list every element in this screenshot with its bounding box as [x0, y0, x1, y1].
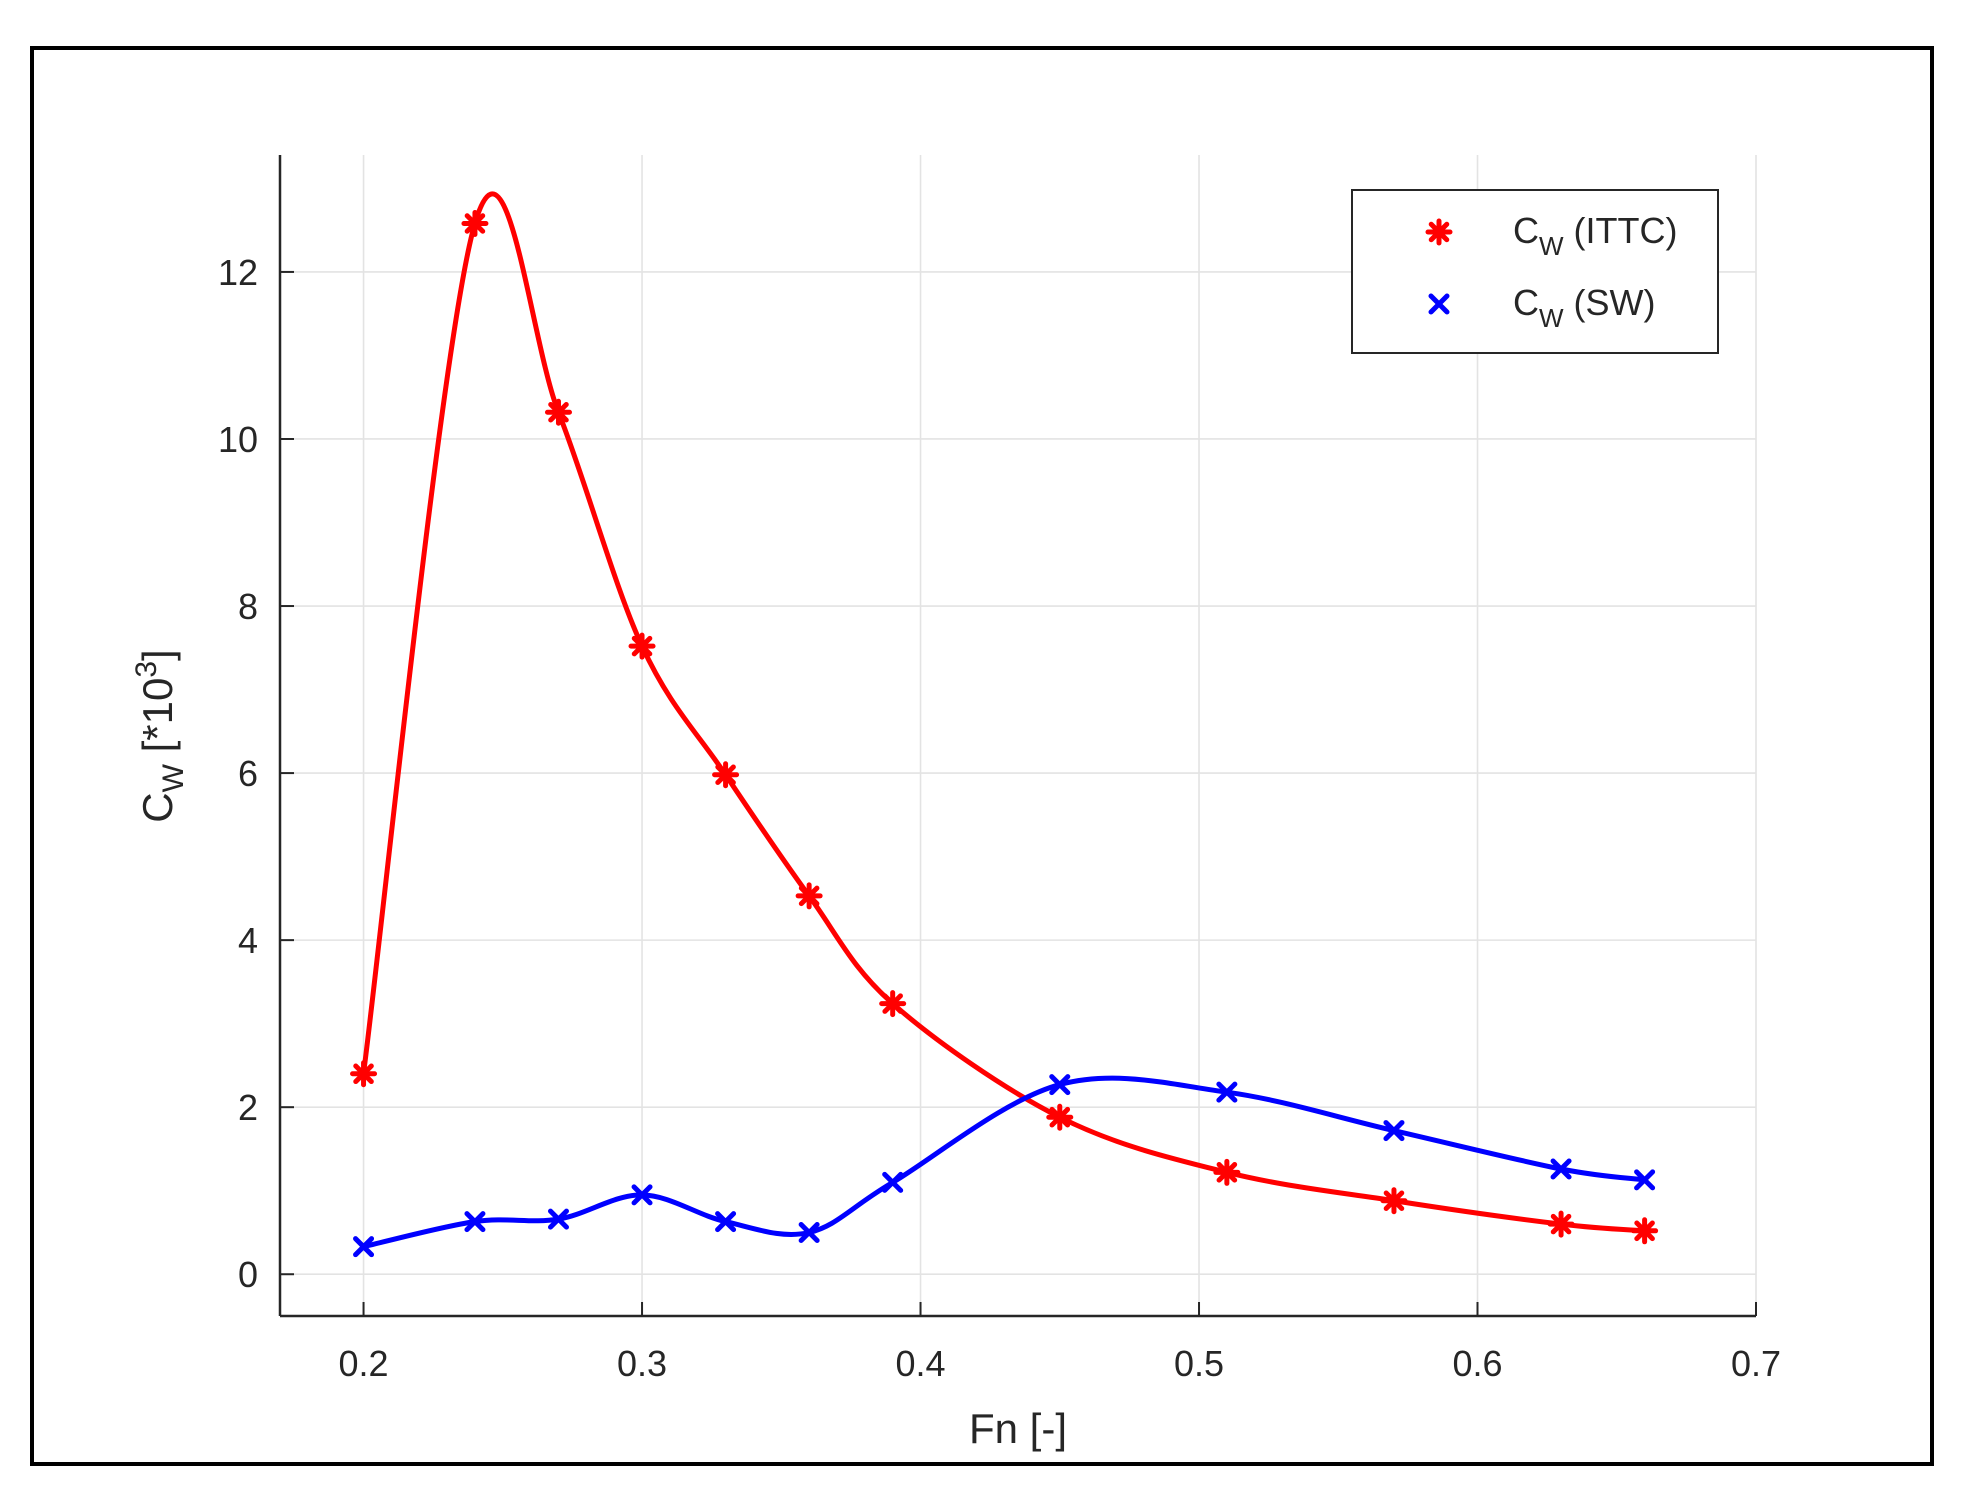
marker-stroke — [1216, 1162, 1238, 1183]
marker-stroke — [715, 764, 736, 786]
marker-stroke — [882, 993, 903, 1014]
marker-stroke — [798, 1221, 820, 1243]
legend-sw-sub: W — [1539, 303, 1564, 333]
legend-ittc-base: C — [1513, 210, 1539, 251]
y-label-end: ] — [134, 649, 181, 661]
data-point-ittc — [879, 990, 907, 1018]
legend-box — [1351, 189, 1719, 354]
x-tick-label: 0.6 — [1452, 1343, 1502, 1384]
axes — [278, 155, 1756, 1318]
marker-stroke — [1383, 1120, 1405, 1142]
y-label-rest: [*10 — [134, 678, 181, 764]
data-point-sw — [464, 1211, 486, 1233]
data-point-sw — [1216, 1081, 1238, 1103]
marker-stroke — [882, 1171, 904, 1193]
data-point-ittc — [1213, 1158, 1241, 1186]
data-point-ittc — [1547, 1210, 1575, 1238]
data-point-ittc — [712, 761, 740, 789]
y-axis-label: CW [*103] — [130, 649, 190, 822]
legend-label-sw: CW (SW) — [1513, 282, 1656, 333]
data-point-sw — [631, 1184, 653, 1206]
data-point-ittc — [795, 882, 823, 910]
marker-stroke — [1049, 1106, 1071, 1128]
marker-stroke — [631, 1184, 653, 1206]
y-tick-label: 12 — [218, 252, 258, 293]
marker-stroke — [1550, 1213, 1572, 1235]
data-point-sw — [882, 1171, 904, 1193]
data-point-ittc — [461, 209, 489, 237]
y-label-sup: 3 — [130, 661, 163, 678]
marker-stroke — [1216, 1081, 1238, 1103]
data-point-sw — [547, 1208, 569, 1230]
data-point-sw — [715, 1211, 737, 1233]
marker-stroke — [1634, 1169, 1656, 1191]
data-point-ittc — [1046, 1103, 1074, 1131]
series-sw — [353, 1074, 1656, 1258]
legend-ittc-rest: (ITTC) — [1564, 210, 1678, 251]
x-tick-label: 0.5 — [1174, 1343, 1224, 1384]
legend-sw-base: C — [1513, 282, 1539, 323]
y-tick-label: 10 — [218, 419, 258, 460]
legend-marker-ittc — [1425, 218, 1453, 246]
y-ticks: 0 2 4 6 8 10 12 — [218, 252, 294, 1295]
y-tick-label: 4 — [238, 920, 258, 961]
marker-stroke — [464, 1211, 486, 1233]
legend-label-ittc: CW (ITTC) — [1513, 210, 1678, 261]
x-tick-label: 0.7 — [1731, 1343, 1781, 1384]
marker-stroke — [353, 1063, 374, 1085]
y-label-sub: W — [157, 763, 190, 792]
marker-stroke — [798, 885, 820, 907]
y-label-base: C — [134, 792, 181, 822]
y-tick-label: 6 — [238, 753, 258, 794]
data-point-ittc — [350, 1060, 378, 1088]
series-layer — [350, 191, 1659, 1258]
x-tick-label: 0.4 — [896, 1343, 946, 1384]
data-point-sw — [1550, 1158, 1572, 1180]
marker-stroke — [353, 1236, 375, 1258]
marker-stroke — [715, 1211, 737, 1233]
marker-stroke — [1428, 221, 1450, 243]
legend: CW (ITTC) CW (SW) — [1351, 189, 1719, 354]
marker-stroke — [1383, 1190, 1405, 1212]
legend-ittc-sub: W — [1539, 231, 1564, 261]
legend-sw-rest: (SW) — [1564, 282, 1656, 323]
y-tick-label: 0 — [238, 1254, 258, 1295]
marker-stroke — [1428, 293, 1450, 315]
data-point-ittc — [1631, 1217, 1659, 1245]
data-point-ittc — [544, 398, 572, 426]
legend-marker-sw — [1428, 293, 1450, 315]
data-point-sw — [353, 1236, 375, 1258]
x-ticks: 0.2 0.3 0.4 0.5 0.6 0.7 — [339, 1302, 1781, 1384]
data-point-ittc — [1380, 1187, 1408, 1215]
x-tick-label: 0.3 — [617, 1343, 667, 1384]
data-point-sw — [1383, 1120, 1405, 1142]
marker-stroke — [464, 213, 486, 234]
marker-stroke — [1049, 1074, 1071, 1096]
marker-stroke — [548, 401, 569, 423]
x-axis-label: Fn [-] — [969, 1405, 1067, 1452]
data-point-sw — [1634, 1169, 1656, 1191]
marker-stroke — [631, 635, 653, 657]
marker-stroke — [1634, 1220, 1655, 1242]
data-point-ittc — [628, 632, 656, 660]
series-ittc — [350, 191, 1659, 1245]
marker-stroke — [547, 1208, 569, 1230]
y-tick-label: 8 — [238, 586, 258, 627]
y-tick-label: 2 — [238, 1087, 258, 1128]
marker-stroke — [1550, 1158, 1572, 1180]
data-point-sw — [798, 1221, 820, 1243]
figure-border — [30, 46, 1934, 1466]
data-point-sw — [1049, 1074, 1071, 1096]
x-tick-label: 0.2 — [339, 1343, 389, 1384]
